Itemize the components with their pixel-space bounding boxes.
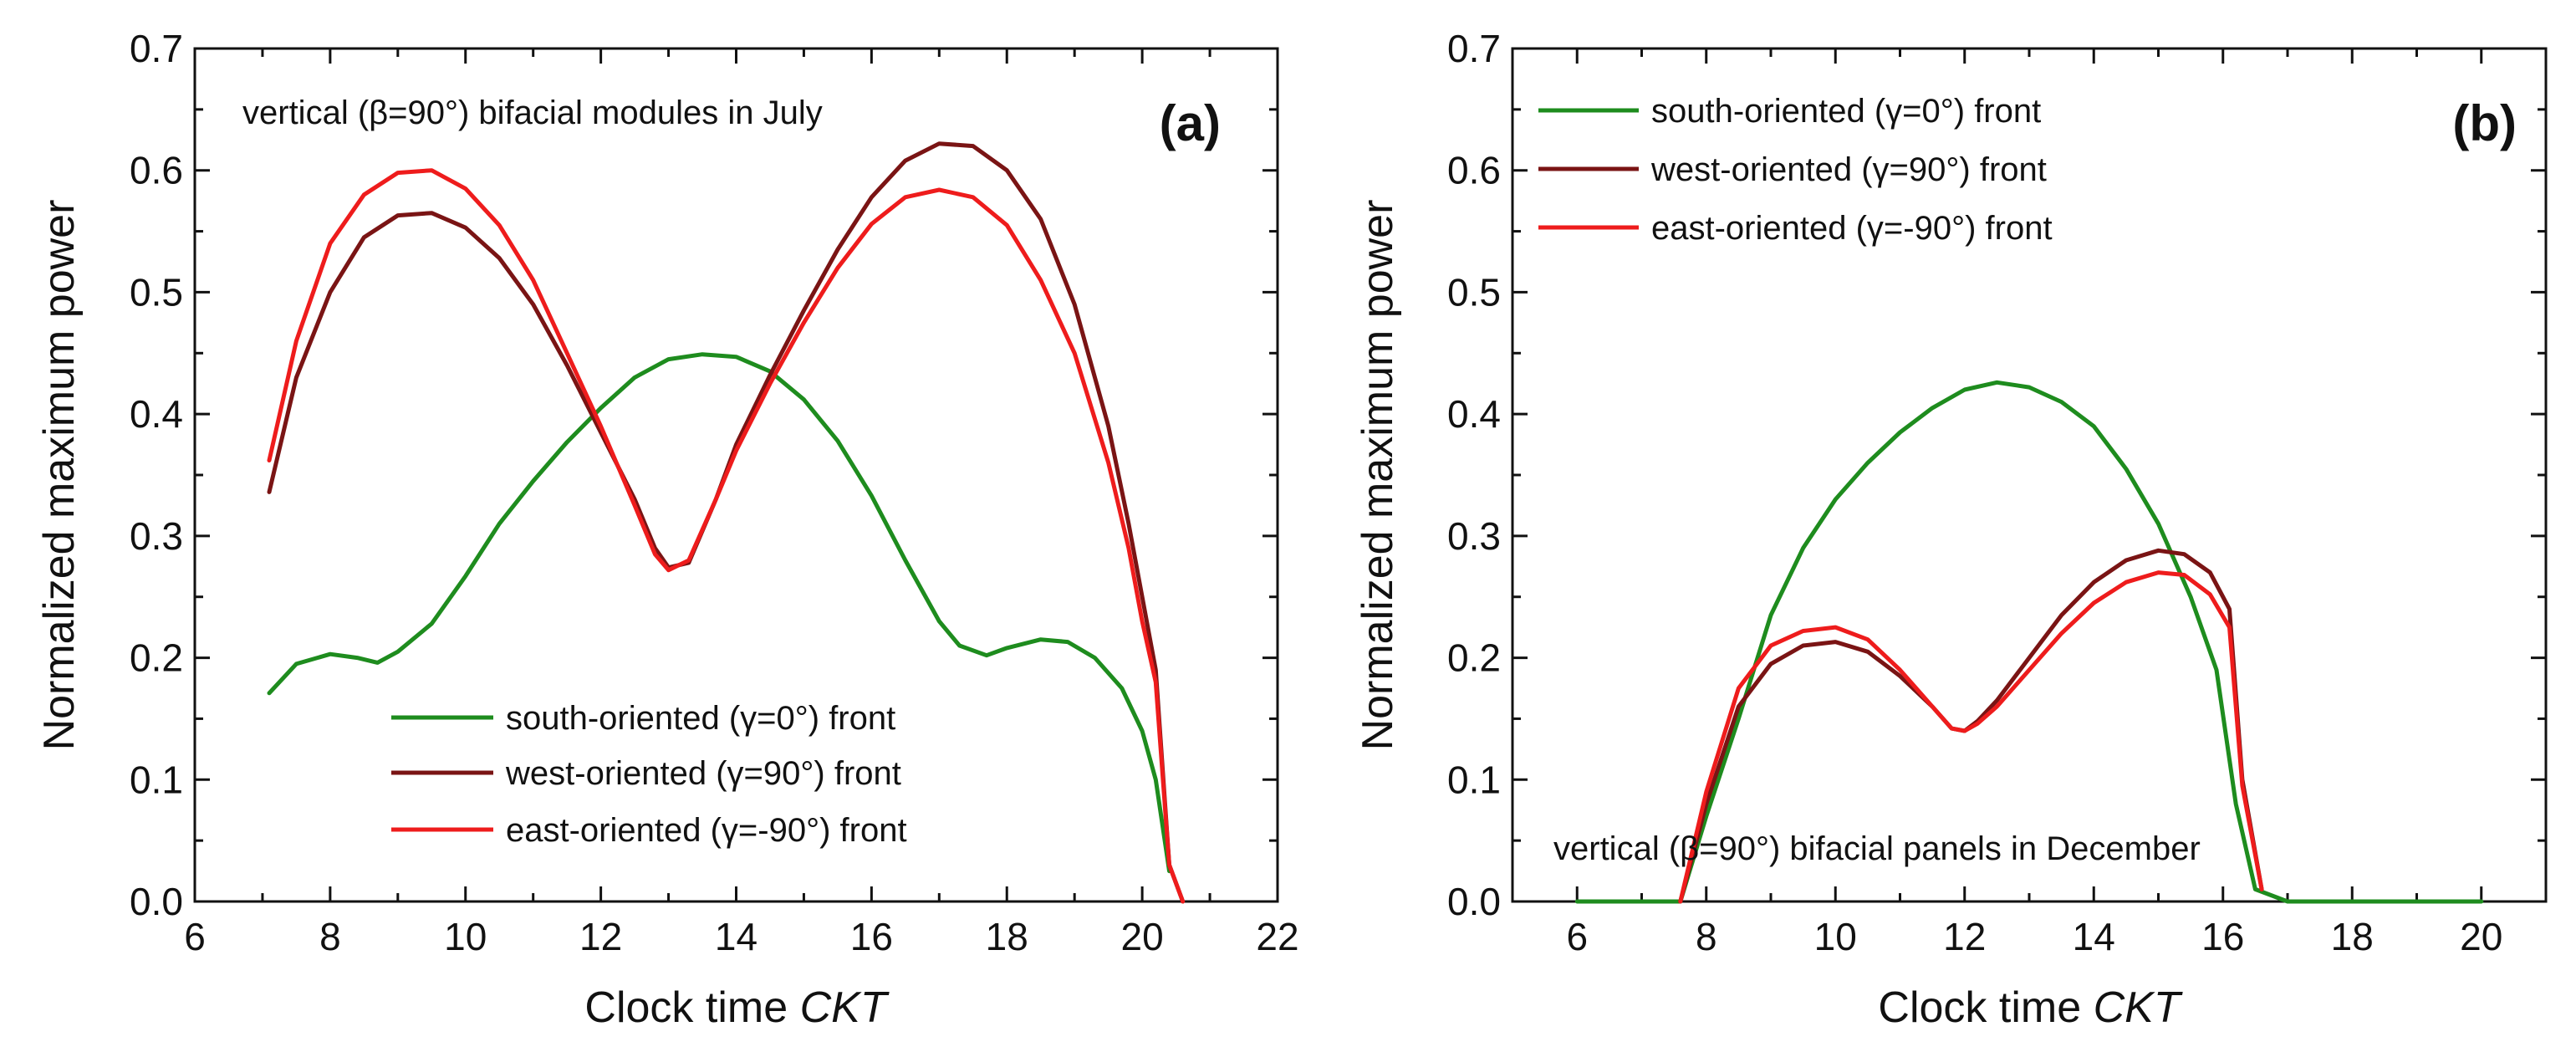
- series-line-east-a: [267, 168, 1186, 904]
- axis-ticks-a: [193, 47, 1279, 903]
- x-axis-title-text-a: Clock time: [584, 983, 788, 1032]
- x-tick-label: 6: [184, 915, 206, 958]
- y-tick-label: 0.4: [130, 392, 183, 436]
- y-tick-labels-b: 0.0 0.1 0.2 0.3 0.4 0.5 0.6 0.7: [1447, 27, 1501, 923]
- x-tick-label: 20: [2460, 915, 2502, 958]
- x-axis-title-text-b: Clock time: [1878, 983, 2081, 1032]
- panel-label-a: (a): [1160, 95, 1221, 151]
- axis-ticks-b: [1511, 47, 2548, 903]
- x-tick-label: 14: [715, 915, 757, 958]
- x-tick-label: 14: [2073, 915, 2115, 958]
- x-tick-label: 16: [2201, 915, 2244, 958]
- y-tick-label: 0.2: [1447, 636, 1501, 680]
- x-tick-labels-a: 6 8 10 12 14 16 18 20 22: [184, 915, 1298, 958]
- x-axis-title-b: Clock time CKT: [1878, 983, 2182, 1032]
- x-tick-label: 6: [1566, 915, 1588, 958]
- x-tick-label: 10: [1814, 915, 1857, 958]
- y-tick-label: 0.7: [1447, 27, 1501, 70]
- legend-b: south-oriented (γ=0°) front west-oriente…: [1538, 93, 2053, 247]
- y-tick-label: 0.7: [130, 27, 183, 70]
- chart-annotation-a: vertical (β=90°) bifacial modules in Jul…: [242, 94, 823, 131]
- x-axis-title-italic-a: CKT: [800, 983, 890, 1032]
- legend-label-west-b: west-oriented (γ=90°) front: [1650, 151, 2047, 188]
- x-tick-label: 10: [444, 915, 487, 958]
- y-tick-label: 0.5: [130, 270, 183, 314]
- x-axis-title-a: Clock time CKT: [584, 983, 889, 1032]
- y-tick-labels-a: 0.0 0.1 0.2 0.3 0.4 0.5 0.6 0.7: [130, 27, 183, 923]
- y-tick-label: 0.6: [1447, 149, 1501, 192]
- legend-label-east-b: east-oriented (γ=-90°) front: [1651, 210, 2053, 247]
- x-tick-label: 20: [1121, 915, 1164, 958]
- y-tick-label: 0.5: [1447, 270, 1501, 314]
- y-axis-title-a: Normalized maximum power: [35, 200, 84, 751]
- y-tick-label: 0.3: [130, 514, 183, 558]
- y-tick-label: 0.2: [130, 636, 183, 680]
- series-line-south-a: [267, 352, 1171, 874]
- y-tick-label: 0.4: [1447, 392, 1501, 436]
- series-lines-a: [267, 141, 1186, 904]
- series-line-south-b: [1574, 380, 2484, 904]
- y-tick-label: 0.1: [1447, 758, 1501, 801]
- x-tick-label: 12: [1943, 915, 1986, 958]
- y-tick-label: 0.3: [1447, 514, 1501, 558]
- series-line-west-a: [267, 141, 1186, 904]
- x-tick-label: 18: [2331, 915, 2374, 958]
- x-tick-label: 22: [1256, 915, 1298, 958]
- y-tick-label: 0.0: [130, 880, 183, 923]
- chart-annotation-b: vertical (β=90°) bifacial panels in Dece…: [1553, 830, 2201, 867]
- legend-a: south-oriented (γ=0°) front west-oriente…: [391, 700, 907, 849]
- y-axis-title-b: Normalized maximum power: [1354, 200, 1402, 751]
- series-lines-b: [1574, 380, 2484, 904]
- legend-label-south-a: south-oriented (γ=0°) front: [506, 700, 895, 737]
- panel-b: 6 8 10 12 14 16 18 20 0.0 0.1 0.2 0.3 0.…: [1354, 27, 2548, 1032]
- x-tick-label: 18: [986, 915, 1028, 958]
- y-tick-label: 0.1: [130, 758, 183, 801]
- legend-label-south-b: south-oriented (γ=0°) front: [1651, 93, 2041, 130]
- panel-label-b: (b): [2452, 95, 2517, 151]
- legend-label-east-a: east-oriented (γ=-90°) front: [506, 812, 907, 849]
- y-tick-label: 0.0: [1447, 880, 1501, 923]
- y-tick-label: 0.6: [130, 149, 183, 192]
- panel-a: 6 8 10 12 14 16 18 20 22 0.0 0.1 0.2 0.3…: [35, 27, 1299, 1032]
- x-axis-title-italic-b: CKT: [2094, 983, 2183, 1032]
- series-line-east-b: [1678, 570, 2264, 904]
- x-tick-label: 16: [850, 915, 893, 958]
- x-tick-labels-b: 6 8 10 12 14 16 18 20: [1566, 915, 2502, 958]
- x-tick-label: 8: [1696, 915, 1717, 958]
- legend-label-west-a: west-oriented (γ=90°) front: [505, 755, 901, 792]
- x-tick-label: 8: [319, 915, 341, 958]
- x-tick-label: 12: [579, 915, 622, 958]
